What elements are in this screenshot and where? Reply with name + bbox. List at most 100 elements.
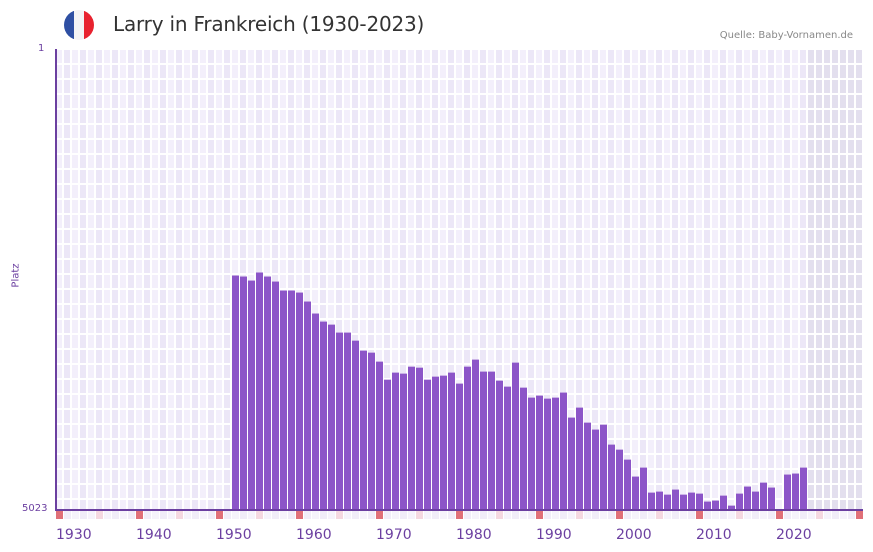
bar <box>768 487 775 509</box>
bar <box>392 372 399 509</box>
year-marker <box>744 511 751 519</box>
year-marker <box>368 511 375 519</box>
y-axis-bottom-label: 5023 <box>22 503 48 514</box>
bar <box>472 359 479 509</box>
year-marker <box>632 511 639 519</box>
x-tick-label: 2020 <box>776 527 812 543</box>
year-marker <box>96 511 103 519</box>
bar <box>344 332 351 509</box>
year-marker <box>160 511 167 519</box>
year-marker <box>520 511 527 519</box>
bar <box>280 290 287 509</box>
year-marker <box>328 511 335 519</box>
x-tick-label: 1980 <box>456 527 492 543</box>
bar <box>424 379 431 509</box>
bar <box>760 482 767 509</box>
bar <box>648 492 655 509</box>
bar <box>448 372 455 509</box>
year-marker <box>640 511 647 519</box>
bar <box>640 467 647 509</box>
bar <box>264 276 271 509</box>
year-marker <box>256 511 263 519</box>
bar <box>384 379 391 509</box>
year-marker <box>752 511 759 519</box>
year-marker <box>64 511 71 519</box>
year-marker <box>472 511 479 519</box>
bar <box>752 491 759 509</box>
bar <box>792 473 799 509</box>
bar <box>288 290 295 509</box>
year-marker <box>432 511 439 519</box>
plot-area <box>55 49 863 509</box>
year-marker <box>856 511 863 519</box>
bar <box>520 387 527 509</box>
bar <box>432 376 439 509</box>
year-marker <box>688 511 695 519</box>
year-marker <box>288 511 295 519</box>
year-marker <box>720 511 727 519</box>
bar <box>232 275 239 509</box>
bar <box>536 395 543 509</box>
bar <box>624 459 631 509</box>
year-marker <box>232 511 239 519</box>
x-axis-line <box>55 509 863 511</box>
bar <box>360 350 367 509</box>
year-marker <box>528 511 535 519</box>
year-marker <box>424 511 431 519</box>
bar <box>744 486 751 509</box>
year-marker <box>104 511 111 519</box>
year-marker <box>208 511 215 519</box>
y-axis-line <box>55 49 57 510</box>
x-tick-label: 1950 <box>216 527 252 543</box>
year-marker <box>272 511 279 519</box>
year-marker <box>584 511 591 519</box>
year-marker <box>376 511 383 519</box>
bar <box>272 281 279 509</box>
year-marker <box>544 511 551 519</box>
year-marker <box>656 511 663 519</box>
bar <box>416 367 423 509</box>
bar <box>696 493 703 509</box>
year-marker <box>496 511 503 519</box>
year-marker <box>792 511 799 519</box>
year-marker <box>264 511 271 519</box>
year-marker <box>832 511 839 519</box>
year-marker <box>384 511 391 519</box>
year-marker <box>144 511 151 519</box>
year-marker <box>624 511 631 519</box>
year-marker <box>128 511 135 519</box>
bar <box>800 467 807 509</box>
year-marker <box>736 511 743 519</box>
year-marker <box>152 511 159 519</box>
year-marker <box>568 511 575 519</box>
year-marker <box>392 511 399 519</box>
year-marker <box>312 511 319 519</box>
year-marker <box>192 511 199 519</box>
year-marker <box>592 511 599 519</box>
year-marker <box>240 511 247 519</box>
year-marker <box>504 511 511 519</box>
x-tick-label: 1960 <box>296 527 332 543</box>
year-marker <box>816 511 823 519</box>
year-marker <box>72 511 79 519</box>
year-marker <box>320 511 327 519</box>
bar <box>664 494 671 509</box>
bar <box>304 301 311 509</box>
bar <box>704 501 711 509</box>
bar <box>656 491 663 509</box>
bar <box>504 386 511 509</box>
x-tick-label: 2000 <box>616 527 652 543</box>
year-marker <box>808 511 815 519</box>
year-marker <box>352 511 359 519</box>
bar <box>456 383 463 509</box>
year-marker <box>800 511 807 519</box>
year-marker <box>176 511 183 519</box>
year-marker <box>280 511 287 519</box>
source-label: Quelle: Baby-Vornamen.de <box>719 30 853 41</box>
bar <box>632 476 639 509</box>
bar <box>464 366 471 509</box>
bar <box>296 292 303 509</box>
year-marker <box>552 511 559 519</box>
x-tick-label: 2010 <box>696 527 732 543</box>
bar <box>408 366 415 509</box>
